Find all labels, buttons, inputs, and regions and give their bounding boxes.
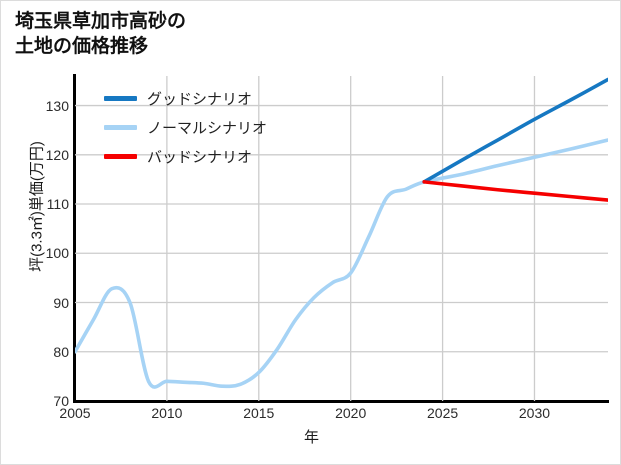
plot-area (75, 76, 608, 401)
y-axis-label: 坪(3.3㎡)単価(万円) (28, 141, 46, 272)
series-line (75, 138, 608, 389)
x-axis-label: 年 (303, 429, 319, 446)
x-tick-label: 2005 (59, 405, 91, 421)
x-tick-label: 2025 (427, 405, 459, 421)
y-tick-labels: 70 80 90 100 110 120 130 (31, 1, 69, 464)
y-tick-label: 100 (45, 245, 69, 262)
x-tick-label: 2020 (335, 405, 367, 421)
legend-color-swatch (104, 124, 137, 130)
page-title: 埼玉県草加市高砂の 土地の価格推移 (15, 11, 187, 58)
x-axis-spine (73, 400, 609, 403)
legend-item-label: ノーマルシナリオ (147, 119, 268, 137)
y-axis-spine (73, 74, 76, 403)
chart-legend: グッドシナリオ ノーマルシナリオ バッドシナリオ (104, 89, 268, 166)
y-tick-label: 120 (45, 146, 69, 163)
y-tick-label: 70 (53, 393, 69, 409)
y-tick-label: 130 (45, 97, 69, 114)
grid-lines (75, 76, 608, 401)
y-tick-label: 90 (53, 294, 69, 311)
series-line (422, 180, 608, 202)
y-tick-label: 80 (53, 343, 69, 360)
x-tick-label: 2010 (151, 405, 183, 421)
legend-item[interactable]: ノーマルシナリオ (104, 118, 268, 137)
y-tick-label: 110 (46, 196, 69, 213)
x-tick-label: 2015 (243, 405, 275, 421)
legend-color-swatch (104, 95, 137, 101)
legend-item-label: バッドシナリオ (147, 148, 253, 166)
legend-item[interactable]: グッドシナリオ (104, 89, 267, 108)
legend-color-swatch (104, 153, 137, 159)
series-line (422, 77, 608, 184)
series-lines (75, 77, 608, 389)
legend-item[interactable]: バッドシナリオ (104, 147, 267, 166)
legend-item-label: グッドシナリオ (147, 90, 253, 108)
x-tick-label: 2030 (518, 405, 551, 421)
